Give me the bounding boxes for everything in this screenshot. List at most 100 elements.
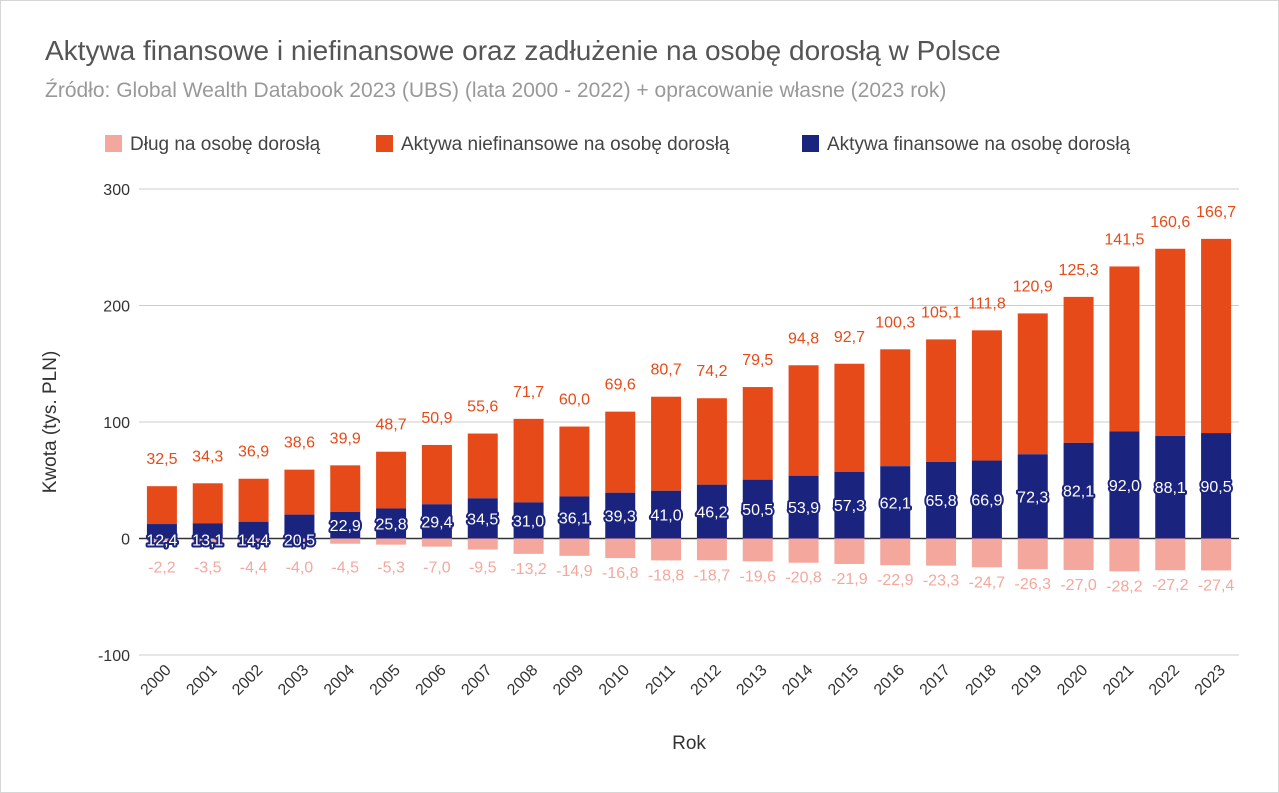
bar-nonfinancial [1155,248,1186,436]
data-label-debt: -4,5 [331,560,359,577]
bar-financial [651,490,682,539]
bar-debt [971,538,1002,568]
data-label-financial: 92,0 [1109,478,1140,495]
bar-debt [696,538,727,561]
legend-label: Aktywa finansowe na osobę dorosłą [827,134,1131,155]
data-label-financial: 39,3 [605,509,636,526]
data-label-nonfinancial: 120,9 [1013,278,1053,295]
bar-nonfinancial [971,330,1002,461]
bar-debt [651,538,682,561]
bar-financial [1155,435,1186,539]
data-label-financial: 82,1 [1063,484,1094,501]
data-label-financial: 53,9 [788,500,819,517]
x-tick-label: 2008 [504,662,541,699]
data-label-debt: -5,3 [377,560,405,577]
bar-nonfinancial [742,387,773,480]
bar-debt [559,538,590,556]
data-label-debt: -22,9 [877,572,914,589]
bar-nonfinancial [513,418,544,503]
bar-debt [513,538,544,554]
data-label-debt: -19,6 [740,568,777,585]
data-label-debt: -16,8 [602,565,639,582]
data-label-debt: -20,8 [785,570,822,587]
data-label-financial: 31,0 [513,513,544,530]
legend-label: Dług na osobę dorosłą [130,134,321,155]
bar-nonfinancial [559,426,590,497]
bar-financial [1201,433,1232,539]
bar-financial [1109,431,1140,539]
data-label-nonfinancial: 166,7 [1196,204,1236,221]
bar-nonfinancial [788,365,819,476]
data-label-financial: 90,5 [1201,479,1232,496]
x-tick-label: 2011 [643,662,679,698]
bar-financial [1063,442,1094,539]
bar-debt [1063,538,1094,570]
bar-nonfinancial [605,411,636,493]
data-label-nonfinancial: 80,7 [651,362,682,379]
data-label-nonfinancial: 125,3 [1059,262,1099,279]
bar-nonfinancial [696,398,727,485]
data-label-financial: 57,3 [834,498,865,515]
data-labels: 32,5 12,4 -2,2 34,3 13,1 -3,5 36,9 14,4 -4,4 38,6… [144,204,1236,595]
legend-swatch [376,135,393,152]
bar-nonfinancial [1017,313,1048,455]
bar-nonfinancial [880,349,911,467]
grid [139,188,1239,656]
data-label-nonfinancial: 105,1 [921,304,961,321]
data-label-nonfinancial: 74,2 [696,363,727,380]
data-label-financial: 34,5 [467,511,498,528]
x-tick-label: 2019 [1008,662,1045,699]
bar-debt [376,538,407,545]
bar-nonfinancial [1201,238,1232,434]
x-tick-label: 2013 [733,662,770,699]
y-tick-label: 200 [103,299,130,316]
data-label-financial: 46,2 [696,505,727,522]
chart-subtitle: Źródło: Global Wealth Databook 2023 (UBS… [45,79,947,102]
legend-swatch [802,135,819,152]
data-label-debt: -21,9 [831,571,868,588]
bar-financial [742,479,773,539]
data-label-nonfinancial: 92,7 [834,329,865,346]
data-label-nonfinancial: 94,8 [788,330,819,347]
data-label-nonfinancial: 60,0 [559,392,590,409]
x-tick-label: 2014 [779,662,816,699]
data-label-debt: -7,0 [423,560,451,577]
data-label-debt: -26,3 [1015,576,1052,593]
bar-financial [467,498,498,539]
data-label-debt: -3,5 [194,560,222,577]
bar-financial [559,496,590,539]
x-tick-label: 2002 [229,662,266,699]
bar-financial [376,508,407,539]
bar-debt [284,538,315,544]
data-label-debt: -2,2 [148,560,176,577]
bar-debt [1155,538,1186,571]
data-label-financial: 65,8 [926,493,957,510]
x-tick-label: 2021 [1100,662,1137,699]
x-axis-label: Rok [672,733,706,754]
chart-title: Aktywa finansowe i niefinansowe oraz zad… [45,35,1001,66]
x-tick-label: 2009 [550,662,587,699]
x-tick-label: 2018 [963,662,1000,699]
bar-debt [605,538,636,559]
bar-debt [192,538,223,543]
data-label-nonfinancial: 111,8 [968,295,1006,312]
bar-financial [421,504,452,539]
data-label-financial: 29,4 [421,514,452,531]
x-tick-label: 2022 [1146,662,1183,699]
bars [146,238,1232,572]
legend-swatch [105,135,122,152]
bar-debt [788,538,819,563]
bar-nonfinancial [376,451,407,509]
x-tick-label: 2006 [413,662,450,699]
x-tick-label: 2001 [183,662,220,699]
data-label-financial: 50,5 [742,502,773,519]
bar-financial [834,471,865,539]
data-label-financial: 20,5 [284,533,315,550]
data-label-nonfinancial: 79,5 [742,352,773,369]
data-label-debt: -4,4 [240,560,268,577]
data-label-debt: -24,7 [969,574,1006,591]
bar-financial [696,484,727,539]
bar-financial [330,511,361,539]
